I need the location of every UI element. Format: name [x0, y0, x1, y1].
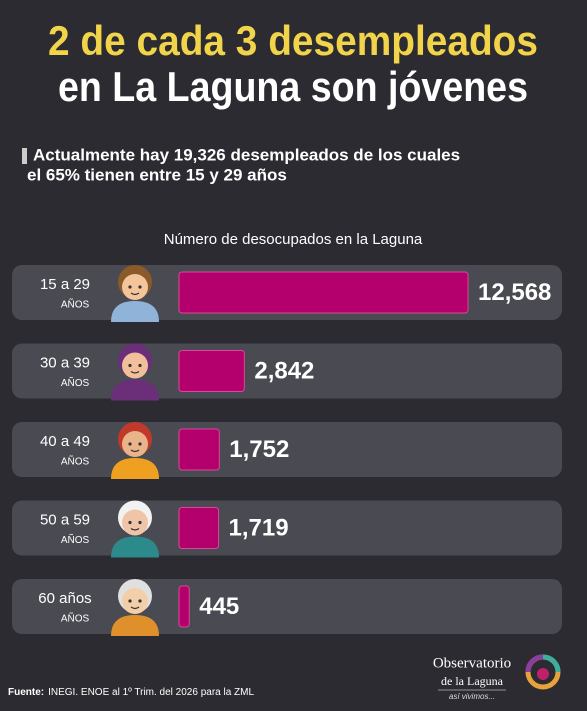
row-background: [12, 579, 562, 634]
title-line: 2 de cada 3 desempleados: [48, 17, 538, 64]
category-label: 40 a 49: [40, 433, 90, 450]
avatar-eye: [138, 442, 142, 446]
avatar-face: [122, 588, 148, 614]
avatar-eye: [128, 599, 132, 603]
avatar-body: [111, 615, 159, 636]
chart-title: Número de desocupados en la Laguna: [164, 231, 423, 248]
avatar-body: [111, 301, 159, 322]
avatar-face: [122, 509, 148, 536]
category-label: 15 a 29: [40, 276, 90, 293]
subtitle-marker: [22, 148, 27, 164]
subtitle-line: el 65% tienen entre 15 y 29 años: [27, 165, 287, 184]
avatar-mouth: [130, 371, 140, 374]
source-label: Fuente:: [8, 687, 44, 698]
category-note: AÑOS: [61, 533, 90, 546]
source: Fuente: INEGI. ENOE al 1º Trim. del 2026 …: [8, 687, 255, 698]
source-text: INEGI. ENOE al 1º Trim. del 2026 para la…: [48, 687, 254, 698]
avatar-mouth: [130, 449, 140, 453]
category-note: AÑOS: [61, 612, 90, 625]
value-label: 1,719: [229, 514, 289, 541]
value-label: 1,752: [229, 436, 289, 463]
avatar-eye: [128, 285, 132, 289]
avatar-mouth: [130, 292, 140, 296]
value-label: 445: [199, 593, 239, 620]
avatar-face: [122, 274, 148, 300]
category-label: 60 años: [38, 590, 91, 607]
avatar-body: [111, 379, 159, 401]
avatar-body: [111, 536, 159, 558]
bar: [178, 507, 220, 549]
category-note: AÑOS: [61, 376, 90, 389]
avatar-eye: [138, 599, 142, 603]
logo-tagline: así vivimos...: [449, 692, 495, 701]
value-label: 2,842: [254, 357, 314, 384]
bar-rows: 15 a 29 AÑOS 12,568 30 a 39 AÑOS 2,842 40 a 49…: [12, 265, 562, 636]
avatar-eye: [128, 442, 132, 446]
bar: [178, 428, 220, 471]
value-label: 12,568: [478, 279, 551, 306]
category-label: 30 a 39: [40, 354, 90, 371]
logo-icon: [525, 654, 561, 690]
category-label: 50 a 59: [40, 511, 90, 528]
bar: [178, 350, 245, 392]
title-line: en La Laguna son jóvenes: [58, 63, 528, 110]
logo-text: de la Laguna: [441, 674, 504, 688]
category-note: AÑOS: [61, 298, 90, 311]
logo-text: Observatorio: [433, 655, 511, 671]
avatar-body: [111, 458, 159, 479]
avatar-eye: [128, 520, 132, 525]
subtitle-line: Actualmente hay 19,326 desempleados de l…: [33, 145, 460, 164]
avatar-face: [122, 352, 148, 379]
avatar-mouth: [130, 606, 140, 610]
bar: [178, 585, 190, 628]
avatar-eye: [128, 363, 132, 368]
avatar-eye: [138, 520, 142, 525]
avatar-mouth: [130, 528, 140, 531]
bar: [178, 271, 469, 314]
avatar-eye: [138, 363, 142, 368]
avatar-eye: [138, 285, 142, 289]
avatar-face: [122, 431, 148, 457]
category-note: AÑOS: [61, 455, 90, 468]
